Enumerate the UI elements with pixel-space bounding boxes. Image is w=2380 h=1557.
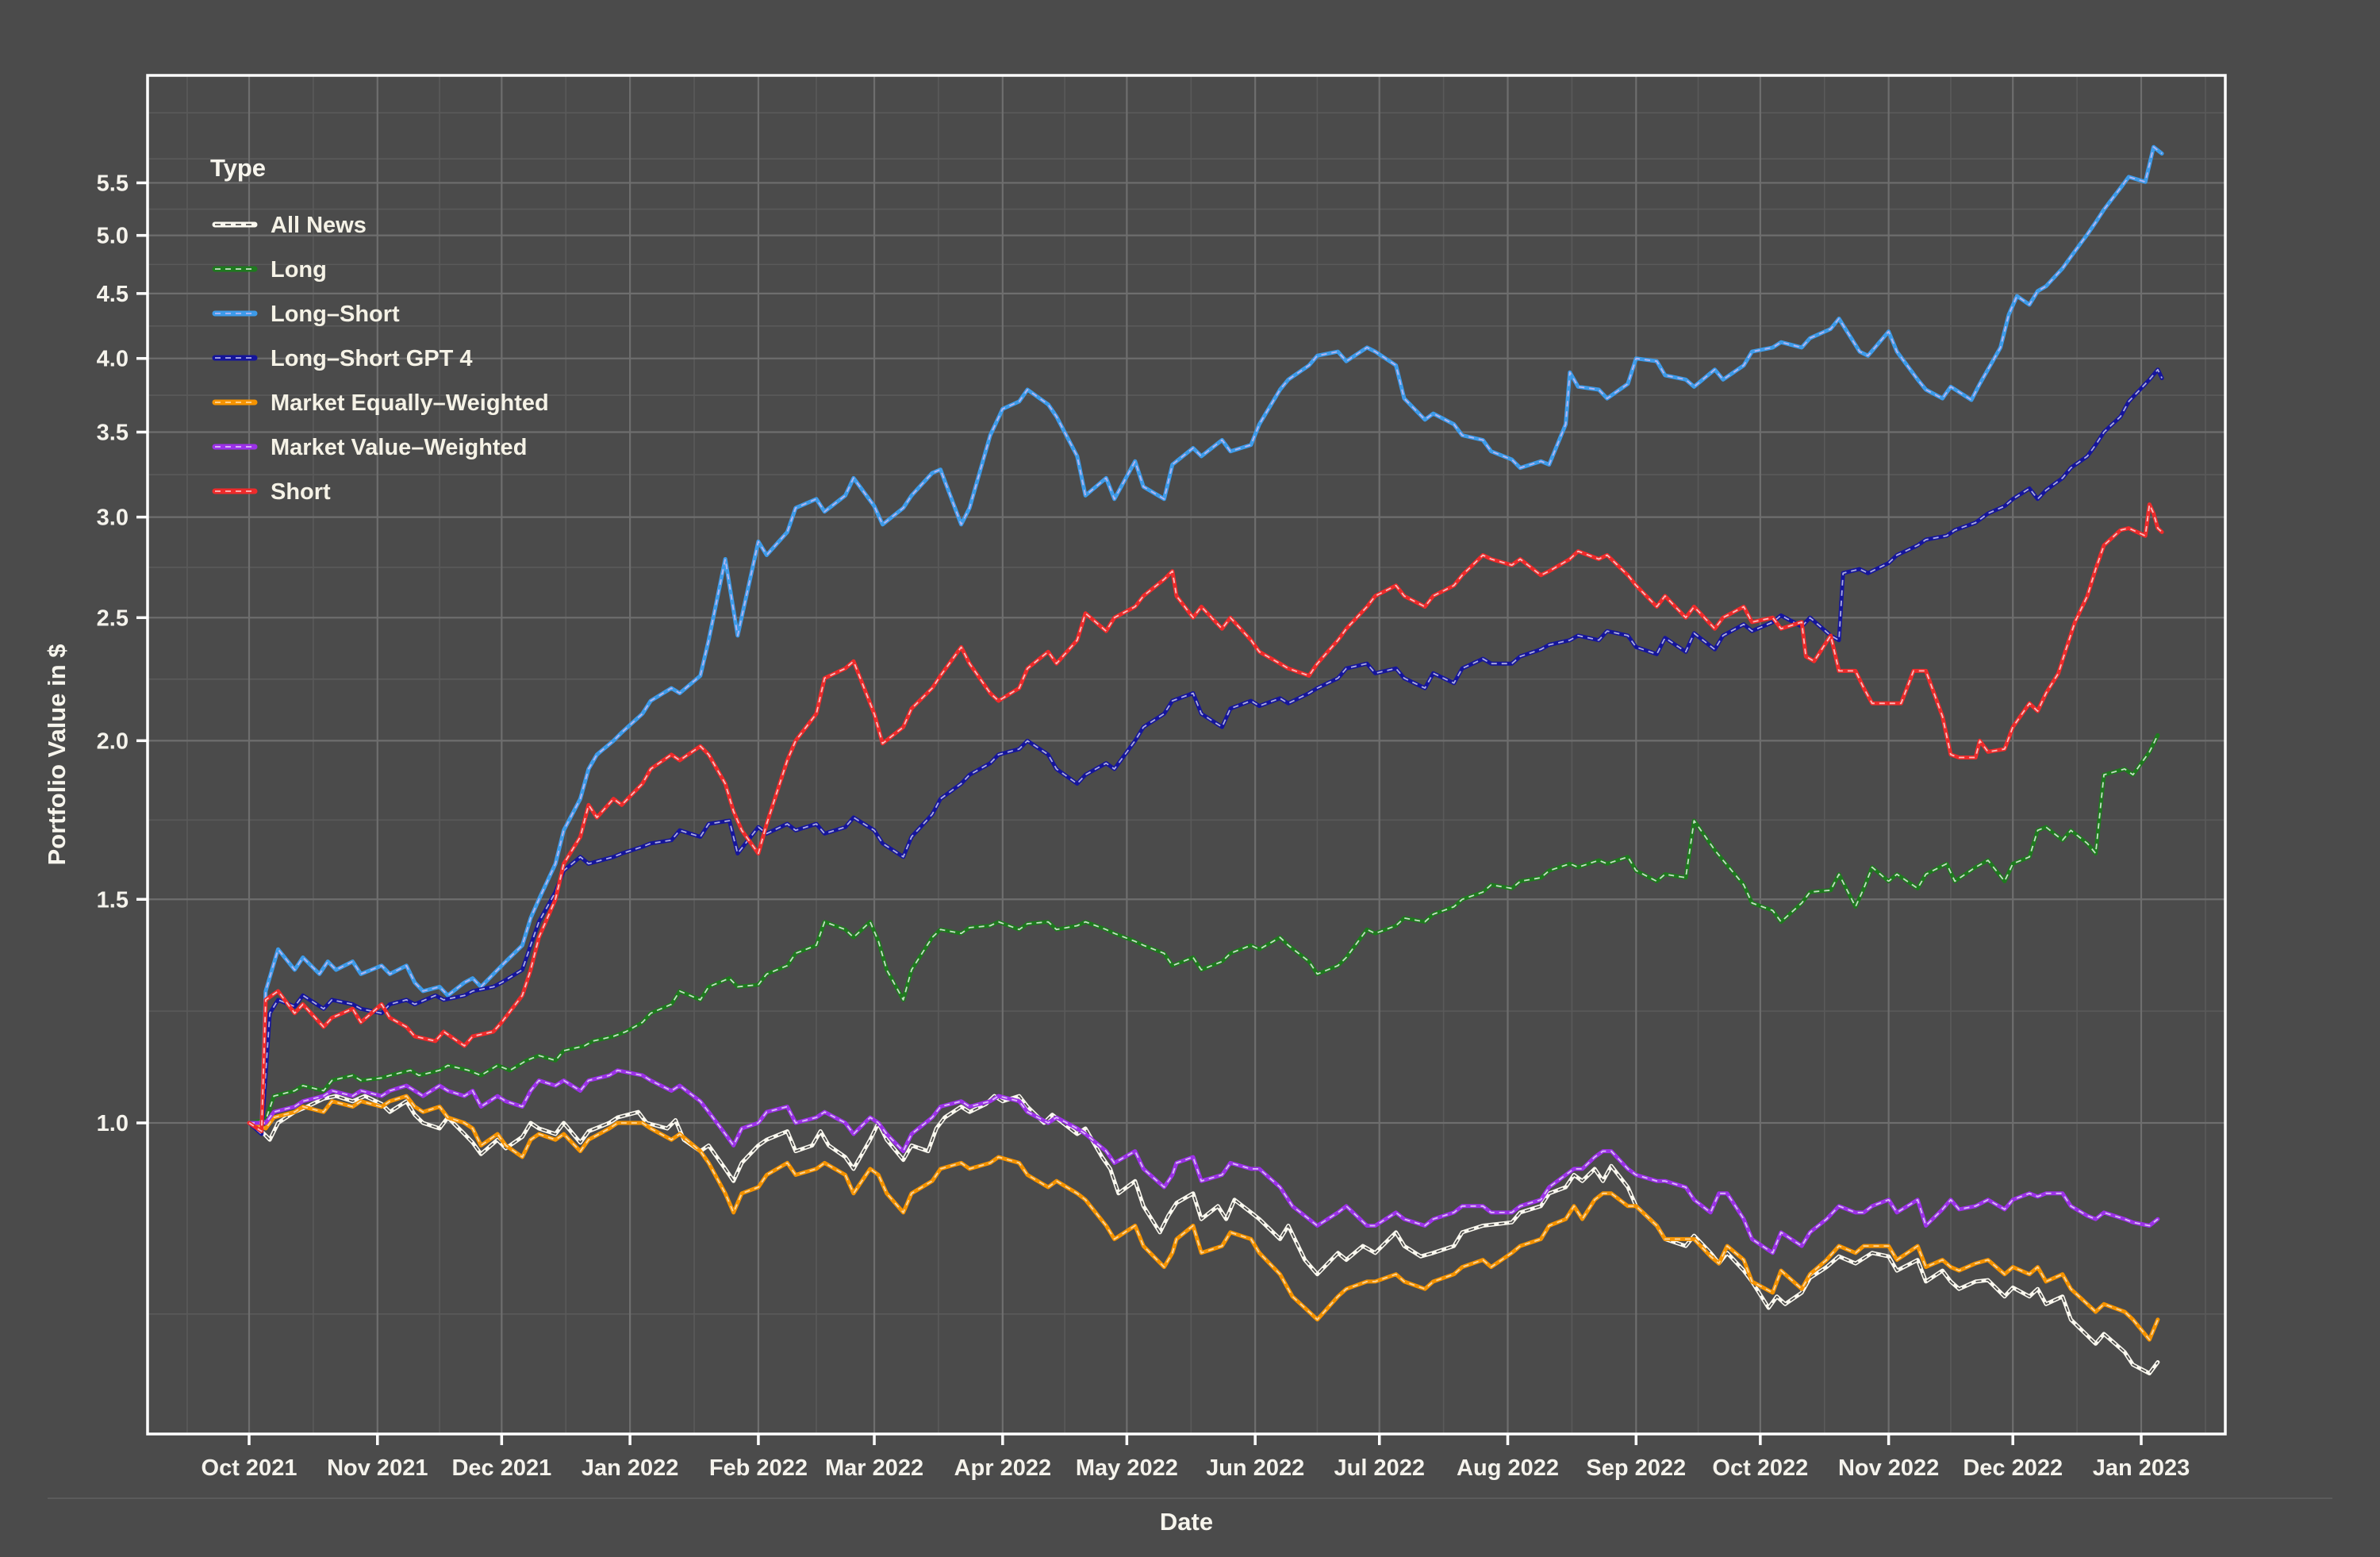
axis-tick-labels: 1.0 1.5 2.0 2.5 3.0 3.5 4.0 4.5 5.0 5.5 Oct 2021 No…	[97, 171, 2190, 1481]
legend-title: Type	[210, 154, 266, 182]
x-axis-tick-label: Oct 2021	[202, 1455, 298, 1481]
x-axis-title: Date	[1160, 1508, 1213, 1536]
legend-label-long: Long	[271, 257, 327, 283]
x-axis-tick-label: Nov 2021	[327, 1455, 428, 1481]
series-line-dash-overlay-market-equally-weighted	[248, 1095, 2159, 1340]
legend-entry-short: Short	[212, 479, 331, 505]
legend-entry-all-news: All News	[212, 213, 367, 238]
legend-label-long-short: Long–Short	[271, 302, 400, 327]
plot-panel-border	[146, 74, 2227, 1436]
legend-entry-long-short-gpt-4: Long–Short GPT 4	[212, 346, 473, 371]
legend-entry-long-short: Long–Short	[212, 302, 400, 327]
y-axis-tick-label: 3.5	[97, 420, 129, 445]
y-axis-tick-label: 4.5	[97, 282, 129, 307]
x-axis-tick-label: Feb 2022	[709, 1455, 808, 1481]
x-axis-tick-label: Sep 2022	[1586, 1455, 1686, 1481]
x-axis-tick-label: May 2022	[1076, 1455, 1178, 1481]
x-axis-tick-label: Jan 2023	[2093, 1455, 2190, 1481]
legend-label-all-news: All News	[271, 213, 367, 238]
legend-label-market-equally-weighted: Market Equally–Weighted	[271, 390, 549, 416]
y-axis-tick-label: 3.0	[97, 506, 129, 531]
y-axis-tick-label: 1.0	[97, 1111, 129, 1136]
series-line-dash-overlay-long	[248, 734, 2159, 1124]
data-series-lines	[247, 144, 2164, 1376]
series-line-dash-overlay-market-value-weighted	[249, 1069, 2159, 1254]
x-axis-tick-label: Nov 2022	[1838, 1455, 1939, 1481]
y-axis-tick-label: 5.5	[97, 171, 129, 196]
x-axis-tick-label: Jan 2022	[582, 1455, 679, 1481]
x-axis-tick-label: Mar 2022	[825, 1455, 923, 1481]
y-axis-tick-label: 5.0	[97, 224, 129, 249]
series-line-dash-overlay-long-short	[248, 146, 2163, 1129]
legend-entry-market-equally-weighted: Market Equally–Weighted	[212, 390, 549, 416]
x-axis-tick-label: Dec 2022	[1963, 1455, 2063, 1481]
legend-entry-market-value-weighted: Market Value–Weighted	[212, 435, 527, 460]
y-axis-tick-label: 2.0	[97, 729, 129, 754]
legend: Type All News Long Long–Short Long–Short GPT…	[210, 154, 549, 505]
legend-label-short: Short	[271, 479, 331, 505]
x-axis-tick-label: Jun 2022	[1206, 1455, 1304, 1481]
x-axis-tick-label: Dec 2021	[451, 1455, 551, 1481]
legend-entry-long: Long	[212, 257, 327, 283]
legend-label-long-short-gpt-4: Long–Short GPT 4	[271, 346, 473, 371]
legend-label-market-value-weighted: Market Value–Weighted	[271, 435, 527, 460]
series-line-dash-overlay-all-news	[248, 1095, 2159, 1374]
grid-minor-lines	[148, 75, 2225, 1434]
y-axis-tick-label: 2.5	[97, 606, 129, 631]
y-axis-tick-label: 1.5	[97, 887, 129, 913]
y-axis-tick-label: 4.0	[97, 347, 129, 372]
series-line-dash-overlay-short	[248, 503, 2163, 1132]
x-axis-tick-label: Oct 2022	[1712, 1455, 1808, 1481]
x-axis-tick-label: Aug 2022	[1457, 1455, 1559, 1481]
x-axis-tick-label: Jul 2022	[1334, 1455, 1424, 1481]
y-axis-title: Portfolio Value in $	[43, 644, 71, 865]
axis-tick-marks	[136, 181, 2143, 1445]
x-axis-tick-label: Apr 2022	[954, 1455, 1052, 1481]
